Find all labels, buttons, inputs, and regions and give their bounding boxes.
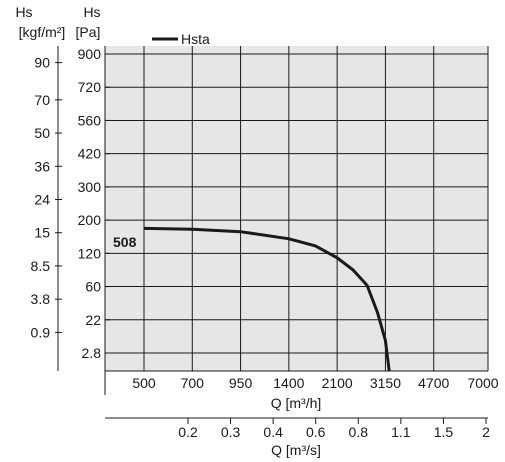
x-tick-label-m3s: 0.3 — [221, 424, 241, 440]
x-tick-label-m3s: 0.8 — [349, 424, 369, 440]
y-tick-label-pa: 900 — [78, 46, 102, 62]
y-tick-label-pa: 200 — [78, 212, 102, 228]
y-tick-label-kgf: 3.8 — [31, 291, 51, 307]
x-tick-label-m3s: 0.2 — [178, 424, 198, 440]
y-tick-label-pa: 720 — [78, 79, 102, 95]
y-tick-label-pa: 2.8 — [82, 345, 102, 361]
y-tick-label-kgf: 70 — [34, 92, 50, 108]
y-axis-pa-ticks: 900 720 560 420 300 200 120 60 22 2.8 — [78, 46, 110, 361]
y-inner-label-bottom: [Pa] — [76, 24, 101, 40]
legend-label: Hsta — [181, 31, 210, 47]
y-tick-label-pa: 22 — [85, 312, 101, 328]
x-tick-label-m3s: 0.4 — [263, 424, 283, 440]
y-tick-label-kgf: 50 — [34, 125, 50, 141]
y-tick-label-pa: 560 — [78, 112, 102, 128]
x-tick-label-m3h: 7000 — [467, 375, 498, 391]
x-tick-label-m3s: 1.1 — [391, 424, 411, 440]
y-tick-label-pa: 60 — [85, 279, 101, 295]
y-outer-label-top: Hs — [15, 4, 32, 20]
x-axis-m3s-title: Q [m³/s] — [271, 442, 321, 458]
y-tick-label-kgf: 0.9 — [31, 324, 51, 340]
x-tick-label-m3s: 0.6 — [306, 424, 326, 440]
x-tick-label-m3h: 950 — [229, 375, 253, 391]
y-outer-label-bottom: [kgf/m²] — [19, 24, 66, 40]
x-axis-m3h-ticks: 500 700 950 1400 2100 3150 4700 7000 — [132, 375, 498, 391]
x-tick-label-m3h: 500 — [132, 375, 156, 391]
x-tick-label-m3h: 3150 — [370, 375, 401, 391]
y-tick-label-pa: 300 — [78, 179, 102, 195]
y-tick-label-pa: 120 — [78, 245, 102, 261]
x-tick-label-m3s: 1.5 — [434, 424, 454, 440]
x-tick-label-m3h: 1400 — [273, 375, 304, 391]
x-tick-label-m3h: 4700 — [418, 375, 449, 391]
y-tick-label-kgf: 90 — [34, 55, 50, 71]
y-inner-label-top: Hs — [83, 4, 100, 20]
x-tick-label-m3h: 700 — [181, 375, 205, 391]
y-tick-label-pa: 420 — [78, 146, 102, 162]
y-axis-kgf-ticks: 90 70 50 36 24 15 8.5 3.8 0.9 — [31, 55, 62, 340]
plot-area — [105, 46, 488, 371]
grid-lines — [105, 46, 489, 371]
x-axis-m3s-ticks: 0.2 0.3 0.4 0.6 0.8 1.1 1.5 2 — [178, 418, 490, 440]
hsta-curve — [143, 226, 391, 372]
x-tick-label-m3h: 2100 — [322, 375, 353, 391]
y-tick-label-kgf: 15 — [34, 225, 50, 241]
y-tick-label-kgf: 8.5 — [31, 258, 51, 274]
y-tick-label-kgf: 36 — [34, 158, 50, 174]
x-tick-label-m3s: 2 — [482, 424, 490, 440]
y-tick-label-kgf: 24 — [34, 192, 50, 208]
curve-label-508: 508 — [113, 234, 137, 250]
x-axis-m3h-title: Q [m³/h] — [271, 395, 322, 411]
